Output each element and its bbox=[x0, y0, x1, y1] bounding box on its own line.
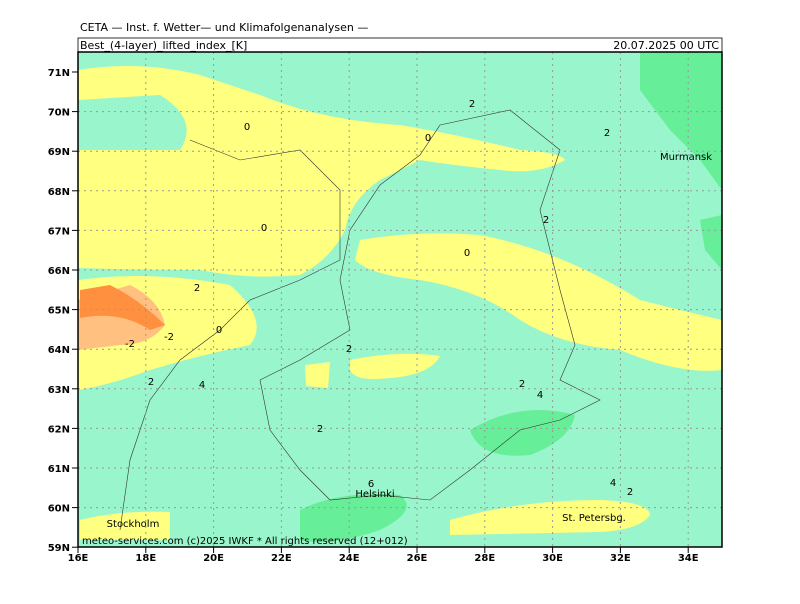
contour-label: 0 bbox=[464, 248, 470, 259]
contour-label: 2 bbox=[346, 344, 352, 355]
grid bbox=[78, 52, 722, 547]
lat-label: 59N bbox=[48, 543, 70, 554]
map-field bbox=[78, 52, 722, 547]
lon-label: 32E bbox=[610, 553, 631, 564]
lon-label: 16E bbox=[68, 553, 89, 564]
contour-label: 0 bbox=[261, 223, 267, 234]
lon-label: 26E bbox=[407, 553, 428, 564]
map-title: Best_(4-layer)_lifted_index_[K] bbox=[80, 39, 247, 52]
lat-label: 61N bbox=[48, 464, 70, 475]
contour-label: 0 bbox=[216, 325, 222, 336]
contour-label: 0 bbox=[244, 122, 250, 133]
lat-label: 67N bbox=[48, 226, 70, 237]
contour-label: 4 bbox=[537, 390, 543, 401]
lon-label: 28E bbox=[474, 553, 495, 564]
contour-label: 0 bbox=[425, 133, 431, 144]
city-label: Stockholm bbox=[107, 519, 160, 530]
contour-label: -2 bbox=[125, 339, 135, 350]
lat-label: 70N bbox=[48, 108, 70, 119]
lon-label: 20E bbox=[203, 553, 224, 564]
lon-label: 30E bbox=[542, 553, 563, 564]
contour-label: -2 bbox=[164, 332, 174, 343]
lat-label: 66N bbox=[48, 266, 70, 277]
contour-label: 4 bbox=[610, 478, 616, 489]
map-date: 20.07.2025 00 UTC bbox=[613, 39, 719, 52]
contour-label: 2 bbox=[543, 215, 549, 226]
contour-label: 2 bbox=[604, 128, 610, 139]
lat-label: 64N bbox=[48, 345, 70, 356]
contour-label: 4 bbox=[199, 380, 205, 391]
lat-label: 62N bbox=[48, 424, 70, 435]
lon-label: 18E bbox=[135, 553, 156, 564]
contour-label: 2 bbox=[519, 379, 525, 390]
lat-label: 69N bbox=[48, 147, 70, 158]
lon-label: 24E bbox=[339, 553, 360, 564]
contour-label: 2 bbox=[469, 99, 475, 110]
contour-label: 2 bbox=[627, 487, 633, 498]
lat-label: 60N bbox=[48, 504, 70, 515]
city-label: Murmansk bbox=[660, 152, 712, 163]
header-institute: CETA — Inst. f. Wetter— und Klimafolgena… bbox=[80, 21, 368, 34]
lat-label: 65N bbox=[48, 306, 70, 317]
contour-label: 2 bbox=[148, 377, 154, 388]
map-frame bbox=[77, 51, 723, 548]
lat-label: 71N bbox=[48, 68, 70, 79]
contour-label: 2 bbox=[194, 283, 200, 294]
footer: meteo-services.com (c)2025 IWKF * All ri… bbox=[82, 536, 408, 547]
contour-label: 6 bbox=[368, 479, 374, 490]
lon-label: 34E bbox=[678, 553, 699, 564]
lat-label: 63N bbox=[48, 385, 70, 396]
lon-label: 22E bbox=[271, 553, 292, 564]
city-label: St. Petersbg. bbox=[562, 513, 626, 524]
contour-label: 2 bbox=[317, 424, 323, 435]
lat-label: 68N bbox=[48, 187, 70, 198]
city-label: Helsinki bbox=[355, 489, 394, 500]
